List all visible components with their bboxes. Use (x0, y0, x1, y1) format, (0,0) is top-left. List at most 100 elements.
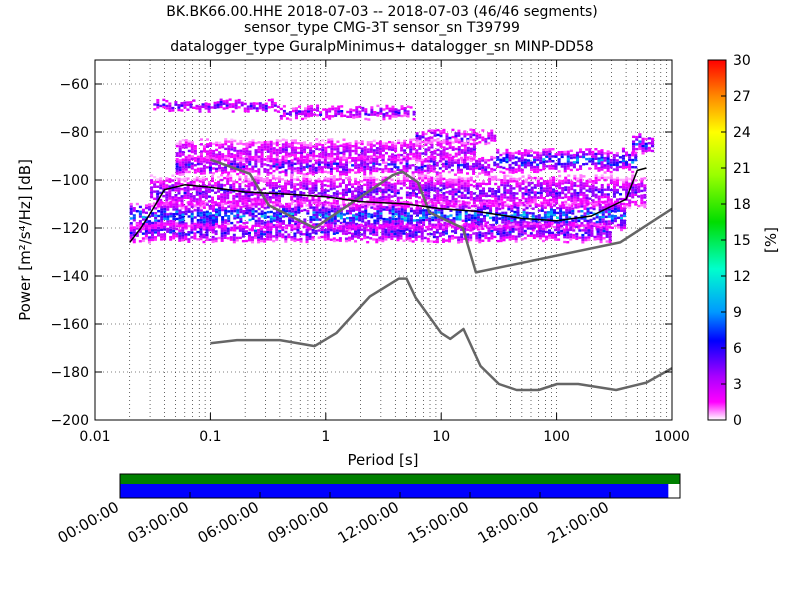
density-cell (263, 233, 267, 236)
density-cell (260, 203, 264, 206)
density-cell (307, 110, 311, 113)
density-cell (592, 217, 596, 220)
density-cell (552, 213, 557, 217)
density-cell (560, 153, 564, 156)
density-cell (400, 144, 404, 147)
density-cell (619, 223, 624, 227)
density-cell (562, 204, 566, 207)
density-cell (367, 222, 371, 225)
density-cell (588, 152, 592, 156)
density-cell (199, 228, 203, 231)
density-cell (248, 155, 252, 159)
density-cell (577, 205, 581, 208)
density-cell (207, 188, 211, 191)
density-cell (251, 212, 255, 216)
density-cell (284, 184, 288, 188)
density-cell (269, 140, 273, 144)
density-cell (628, 163, 632, 166)
density-cell (591, 201, 595, 205)
density-cell (558, 194, 562, 197)
density-cell (442, 182, 446, 185)
density-cell (495, 214, 499, 217)
density-cell (510, 219, 514, 222)
density-cell (640, 177, 644, 181)
density-cell (523, 163, 527, 166)
density-cell (169, 219, 173, 223)
density-cell (290, 181, 294, 184)
density-cell (381, 200, 385, 204)
density-cell (451, 128, 455, 132)
density-cell (193, 152, 197, 155)
density-cell (418, 157, 422, 160)
density-cell (491, 199, 495, 203)
density-cell (552, 202, 556, 206)
density-cell (555, 182, 559, 186)
density-cell (412, 155, 416, 158)
density-cell (382, 108, 386, 111)
density-cell (165, 198, 169, 202)
density-cell (245, 169, 249, 173)
density-cell (232, 199, 236, 203)
density-cell (488, 175, 492, 178)
density-cell (337, 110, 341, 113)
density-cell (300, 204, 304, 208)
density-cell (445, 198, 449, 201)
density-cell (394, 142, 398, 145)
density-cell (496, 148, 500, 152)
density-cell (412, 228, 416, 232)
density-cell (439, 150, 443, 153)
density-cell (475, 194, 479, 198)
density-cell (400, 153, 404, 157)
density-cell (460, 186, 464, 190)
density-cell (462, 166, 467, 169)
density-cell (221, 169, 225, 172)
density-cell (288, 219, 292, 222)
density-cell (178, 204, 182, 208)
density-cell (411, 191, 415, 195)
density-cell (448, 199, 452, 203)
density-cell (181, 168, 185, 171)
density-cell (251, 143, 255, 147)
density-cell (272, 151, 276, 155)
density-cell (396, 177, 400, 180)
density-cell (165, 107, 169, 110)
density-cell (542, 160, 546, 164)
density-cell (340, 112, 344, 115)
density-cell (320, 187, 324, 190)
density-cell (315, 142, 319, 146)
density-cell (579, 183, 583, 187)
density-cell (299, 198, 303, 201)
density-cell (181, 165, 185, 169)
density-cell (555, 197, 559, 200)
density-cell (334, 109, 338, 113)
density-cell (542, 153, 546, 156)
density-cell (565, 208, 569, 212)
density-cell (248, 152, 252, 156)
density-cell (227, 214, 231, 218)
density-cell (184, 156, 188, 159)
density-cell (227, 161, 231, 165)
density-cell (440, 209, 444, 212)
density-cell (455, 210, 459, 214)
density-cell (393, 187, 397, 190)
density-cell (148, 220, 152, 223)
density-cell (236, 172, 240, 176)
density-cell (351, 156, 355, 160)
density-cell (555, 192, 559, 195)
density-cell (425, 211, 429, 214)
density-cell (278, 214, 282, 218)
density-cell (600, 149, 604, 152)
density-cell (159, 179, 163, 183)
density-cell (163, 228, 167, 231)
density-cell (195, 205, 199, 208)
density-cell (224, 221, 228, 224)
density-cell (363, 155, 367, 159)
density-cell (181, 138, 185, 142)
density-cell (615, 168, 619, 172)
density-cell (181, 234, 185, 237)
density-cell (271, 193, 275, 197)
density-cell (418, 201, 422, 204)
density-cell (618, 185, 623, 189)
density-cell (248, 211, 252, 214)
density-cell (190, 212, 194, 216)
